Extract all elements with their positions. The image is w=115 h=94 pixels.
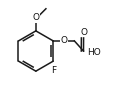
- Text: O: O: [32, 13, 39, 22]
- Text: HO: HO: [87, 48, 100, 56]
- Text: F: F: [50, 66, 55, 75]
- Text: O: O: [60, 36, 67, 45]
- Text: O: O: [79, 28, 86, 37]
